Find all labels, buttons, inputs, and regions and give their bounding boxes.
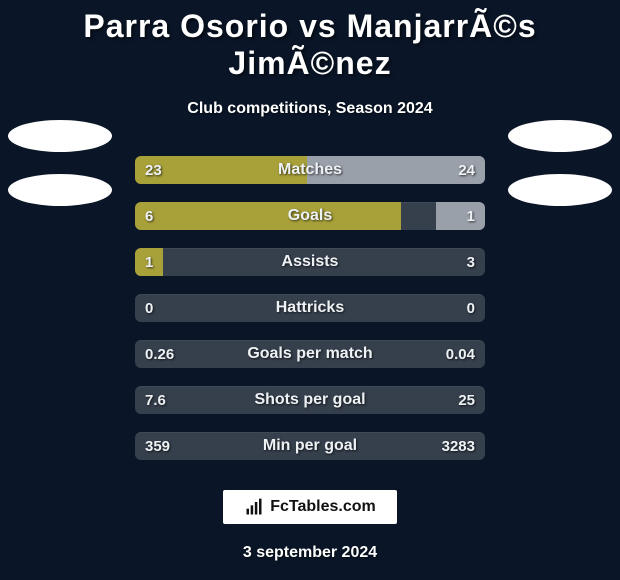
team-badge xyxy=(508,120,612,152)
stat-bar-track xyxy=(135,432,485,460)
stat-bar-track xyxy=(135,386,485,414)
stat-bar-track xyxy=(135,294,485,322)
team-badge xyxy=(8,174,112,206)
stat-bar-left xyxy=(135,156,307,184)
stat-bar-track xyxy=(135,248,485,276)
source-logo-text: FcTables.com xyxy=(270,498,376,516)
stat-row: Min per goal3593283 xyxy=(135,432,485,460)
comparison-title: Parra Osorio vs ManjarrÃ©s JimÃ©nez xyxy=(0,0,620,82)
stat-row: Hattricks00 xyxy=(135,294,485,322)
comparison-date: 3 september 2024 xyxy=(0,544,620,562)
stat-bar-track xyxy=(135,156,485,184)
stat-bar-track xyxy=(135,202,485,230)
stat-row: Goals per match0.260.04 xyxy=(135,340,485,368)
stat-bar-track xyxy=(135,340,485,368)
stat-bar-left xyxy=(135,248,163,276)
stat-bar-right xyxy=(307,156,486,184)
team-badge xyxy=(508,174,612,206)
stat-row: Shots per goal7.625 xyxy=(135,386,485,414)
team-badge xyxy=(8,120,112,152)
stat-bar-right xyxy=(436,202,485,230)
source-logo: FcTables.com xyxy=(221,488,399,526)
stat-row: Goals61 xyxy=(135,202,485,230)
comparison-subtitle: Club competitions, Season 2024 xyxy=(0,100,620,118)
stat-bar-left xyxy=(135,202,401,230)
stat-row: Assists13 xyxy=(135,248,485,276)
chart-icon xyxy=(244,497,264,517)
stat-row: Matches2324 xyxy=(135,156,485,184)
